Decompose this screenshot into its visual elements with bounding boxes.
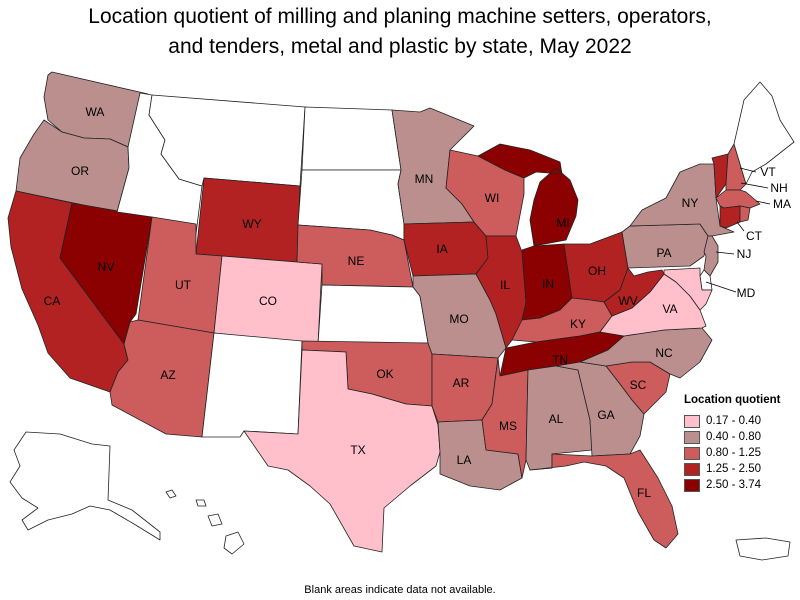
state-labels: WA OR CA NV WY UT AZ CO NE OK TX MN IA M… (44, 105, 791, 500)
state-label-pa: PA (656, 246, 671, 260)
state-label-ca: CA (44, 294, 61, 308)
state-label-co: CO (259, 294, 277, 308)
state-label-la: LA (457, 453, 472, 467)
legend-label: 0.80 - 1.25 (706, 447, 761, 459)
map-title: Location quotient of milling and planing… (0, 2, 800, 62)
legend-item: 0.80 - 1.25 (684, 445, 780, 461)
state-label-ga: GA (597, 408, 614, 422)
legend-item: 0.40 - 0.80 (684, 429, 780, 445)
state-label-or: OR (71, 164, 89, 178)
state-nm[interactable] (201, 332, 303, 438)
state-ak[interactable] (9, 431, 161, 541)
state-ct[interactable] (719, 205, 741, 229)
state-ms[interactable] (481, 357, 529, 479)
state-tx[interactable] (243, 349, 441, 553)
state-ma[interactable] (715, 189, 761, 209)
legend-item: 1.25 - 2.50 (684, 461, 780, 477)
state-label-ny: NY (682, 196, 699, 210)
state-label-ma: MA (773, 197, 791, 211)
legend-swatch (684, 430, 700, 444)
legend-label: 2.50 - 3.74 (706, 479, 761, 491)
state-label-oh: OH (588, 264, 606, 278)
state-label-vt: VT (760, 165, 776, 179)
state-ri[interactable] (739, 205, 751, 223)
state-mt[interactable] (148, 94, 306, 187)
legend-swatch (684, 478, 700, 492)
state-label-tx: TX (350, 443, 365, 457)
legend-label: 1.25 - 2.50 (706, 463, 761, 475)
state-label-ok: OK (376, 367, 393, 381)
state-label-nh: NH (770, 181, 787, 195)
state-mi[interactable] (477, 143, 579, 247)
state-label-nv: NV (98, 260, 115, 274)
state-label-mn: MN (415, 172, 434, 186)
state-label-fl: FL (637, 486, 651, 500)
state-label-ct: CT (746, 229, 763, 243)
state-label-nc: NC (655, 346, 673, 360)
state-ks[interactable] (317, 284, 429, 345)
state-label-tn: TN (552, 353, 568, 367)
state-label-va: VA (662, 302, 677, 316)
state-vt[interactable] (711, 153, 729, 199)
state-label-il: IL (500, 278, 510, 292)
state-label-ia: IA (436, 242, 447, 256)
legend-swatch (684, 462, 700, 476)
state-label-wy: WY (242, 217, 261, 231)
state-label-mi: MI (556, 216, 569, 230)
state-label-wv: WV (618, 294, 637, 308)
title-line-2: and tenders, metal and plastic by state,… (168, 35, 632, 58)
state-hi[interactable] (165, 489, 245, 555)
state-fl[interactable] (529, 449, 679, 549)
state-label-md: MD (737, 286, 756, 300)
state-il[interactable] (475, 235, 527, 349)
state-label-al: AL (549, 412, 564, 426)
legend: Location quotient 0.17 - 0.40 0.40 - 0.8… (684, 394, 780, 493)
legend-label: 0.40 - 0.80 (706, 431, 761, 443)
footnote: Blank areas indicate data not available. (304, 584, 496, 596)
title-line-1: Location quotient of milling and planing… (88, 5, 712, 28)
legend-item: 2.50 - 3.74 (684, 477, 780, 493)
state-label-az: AZ (160, 368, 175, 382)
state-label-sc: SC (630, 378, 647, 392)
state-label-wi: WI (485, 191, 500, 205)
legend-swatch (684, 446, 700, 460)
state-wv[interactable] (603, 267, 665, 317)
state-label-ky: KY (570, 317, 586, 331)
state-label-ut: UT (175, 278, 192, 292)
state-me[interactable] (733, 81, 795, 185)
legend-label: 0.17 - 0.40 (706, 415, 761, 427)
state-label-mo: MO (449, 312, 468, 326)
legend-swatch (684, 414, 700, 428)
state-label-wa: WA (86, 105, 105, 119)
label-leader-lines (705, 167, 771, 293)
state-md[interactable] (663, 267, 713, 311)
state-label-ne: NE (348, 254, 365, 268)
legend-item: 0.17 - 0.40 (684, 413, 780, 429)
state-label-nj: NJ (737, 247, 752, 261)
state-label-in: IN (542, 277, 554, 291)
state-nj[interactable] (703, 235, 719, 277)
state-label-ar: AR (453, 376, 470, 390)
state-label-ms: MS (499, 419, 517, 433)
state-nd[interactable] (301, 106, 402, 171)
legend-title: Location quotient (684, 394, 781, 406)
state-pr[interactable] (735, 537, 791, 561)
